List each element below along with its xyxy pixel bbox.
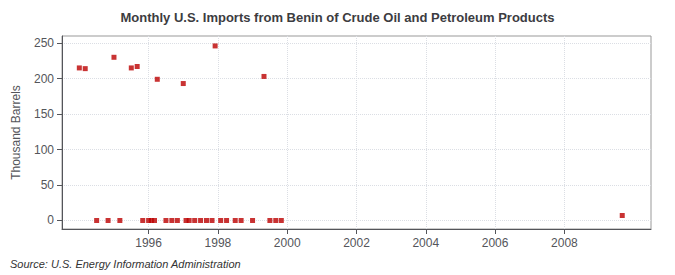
svg-text:50: 50 [41,178,55,192]
svg-text:2004: 2004 [412,236,439,250]
svg-text:1996: 1996 [135,236,162,250]
svg-text:2002: 2002 [343,236,370,250]
svg-text:250: 250 [34,36,54,50]
svg-text:Monthly U.S. Imports from Beni: Monthly U.S. Imports from Benin of Crude… [120,10,554,25]
svg-text:Source: U.S. Energy Informatio: Source: U.S. Energy Information Administ… [10,258,241,270]
svg-text:2000: 2000 [274,236,301,250]
svg-text:150: 150 [34,107,54,121]
svg-text:2008: 2008 [551,236,578,250]
svg-text:Thousand Barrels: Thousand Barrels [9,85,23,180]
svg-text:2006: 2006 [482,236,509,250]
svg-text:200: 200 [34,72,54,86]
svg-text:100: 100 [34,143,54,157]
svg-text:0: 0 [47,213,54,227]
svg-text:1998: 1998 [205,236,232,250]
